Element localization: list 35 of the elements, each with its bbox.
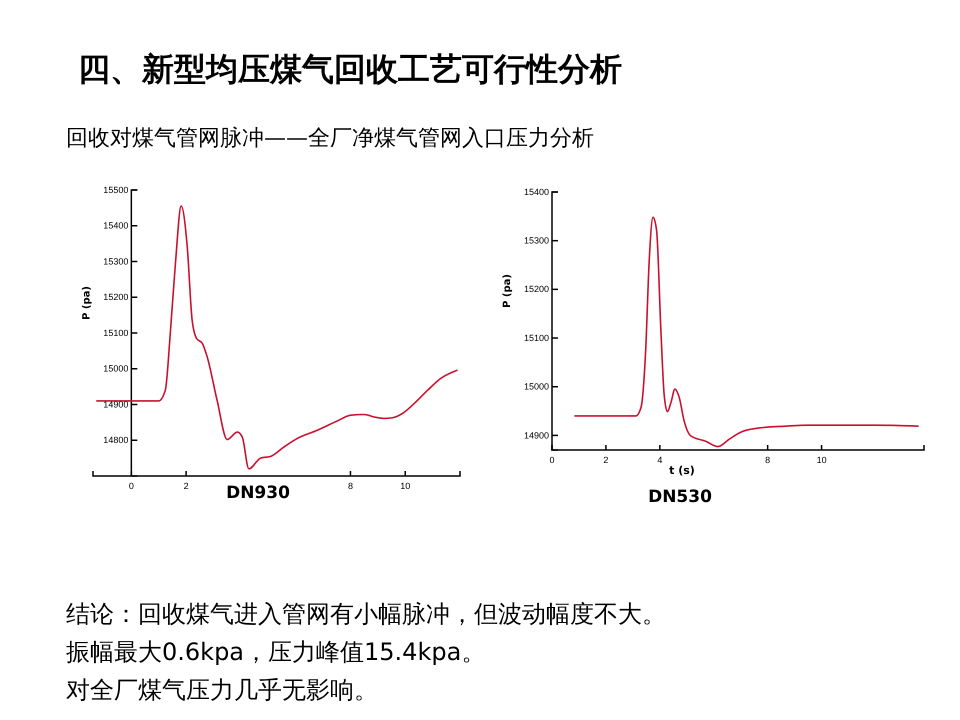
y-tick-label: 15100: [524, 332, 549, 343]
x-tick-label: 4: [657, 454, 662, 465]
text: DN530: [648, 487, 712, 507]
x-tick-label: 2: [603, 454, 608, 465]
text: 结论：回收煤气进入管网有小幅脉冲，但波动幅度不大。: [66, 600, 666, 628]
y-tick-label: 15200: [103, 292, 128, 302]
text: 对全厂煤气压力几乎无影响。: [66, 676, 378, 704]
y-tick-label: 15100: [103, 328, 128, 338]
text: 回收对煤气管网脉冲——全厂净煤气管网入口压力分析: [66, 126, 594, 151]
y-axis-title: P (pa): [502, 274, 513, 308]
x-tick-label: 10: [816, 454, 827, 465]
y-tick-label: 15200: [524, 284, 549, 294]
y-tick-label: 15400: [103, 220, 128, 231]
text: DN930: [226, 483, 290, 503]
x-tick-label: 2: [184, 480, 189, 491]
text: 四、新型均压煤气回收工艺可行性分析: [78, 50, 622, 88]
y-tick-label: 15300: [103, 256, 128, 266]
y-tick-label: 15000: [103, 364, 128, 374]
y-tick-label: 15400: [524, 186, 549, 197]
y-tick-label: 14900: [103, 399, 128, 410]
y-tick-label: 14800: [103, 435, 128, 446]
x-tick-label: 8: [765, 454, 770, 465]
line-series: [95, 205, 458, 470]
x-tick-label: 0: [128, 480, 134, 491]
x-axis-title: t (s): [669, 464, 695, 477]
y-tick-label: 14900: [524, 430, 549, 440]
line-series: [574, 216, 920, 448]
x-tick-label: 8: [348, 480, 353, 491]
y-axis-title: P (pa): [81, 286, 92, 320]
x-tick-label: 0: [549, 454, 555, 465]
y-tick-label: 15300: [524, 236, 549, 246]
y-tick-label: 15000: [524, 382, 549, 392]
x-tick-label: 10: [400, 480, 410, 491]
text: 振幅最大0.6kpa，压力峰值15.4kpa。: [66, 638, 486, 666]
y-tick-label: 15500: [103, 184, 128, 195]
